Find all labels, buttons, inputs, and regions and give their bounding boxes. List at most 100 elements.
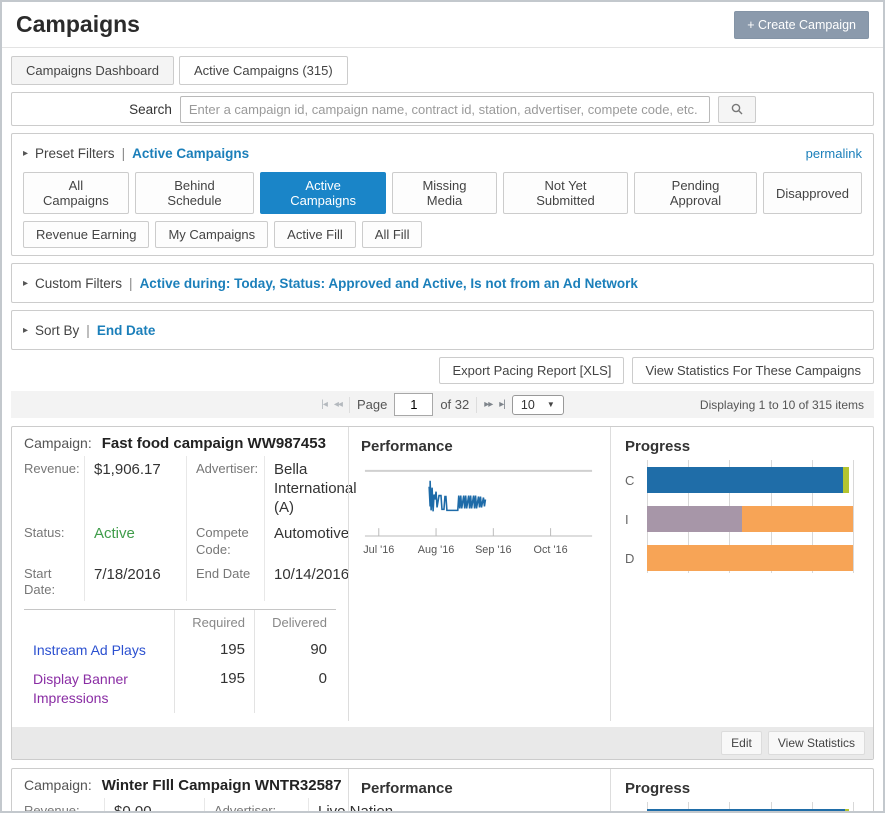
ad-type-link[interactable]: Instream Ad Plays <box>33 641 146 658</box>
previous-page-icon[interactable]: ◂◂ <box>333 399 343 410</box>
preset-filters-label: Preset Filters <box>35 145 115 161</box>
view-statistics-button[interactable]: View Statistics <box>767 731 865 756</box>
ad-type-link[interactable]: Display Banner Impressions <box>33 671 128 707</box>
tab-campaigns-dashboard[interactable]: Campaigns Dashboard <box>11 56 174 85</box>
view-statistics-for-campaigns-button[interactable]: View Statistics For These Campaigns <box>632 357 874 384</box>
preset-filter-row-1: All Campaigns Behind Schedule Active Cam… <box>12 172 873 221</box>
chevron-down-icon: ▼ <box>546 400 555 409</box>
page-size-select[interactable]: 10 ▼ <box>511 394 564 415</box>
create-campaign-button[interactable]: + Create Campaign <box>734 10 869 39</box>
advertiser-label: Advertiser: <box>186 456 264 521</box>
status-value: Active <box>84 520 186 561</box>
filter-all-campaigns[interactable]: All Campaigns <box>23 172 129 214</box>
bar-segment <box>647 506 742 532</box>
search-input[interactable] <box>179 95 710 123</box>
bulk-actions-row: Export Pacing Report [XLS] View Statisti… <box>11 357 874 384</box>
next-page-icon[interactable]: ▸▸ <box>484 399 493 410</box>
card-footer: Edit View Statistics <box>12 727 873 760</box>
campaign-label: Campaign: <box>24 435 92 451</box>
campaign-card: Campaign: Winter FIll Campaign WNTR32587… <box>11 768 874 813</box>
page-label: Page <box>356 397 388 412</box>
bar-segment <box>842 467 849 493</box>
filter-pending-approval[interactable]: Pending Approval <box>634 172 757 214</box>
revenue-value: $0.00 <box>104 798 204 811</box>
revenue-value: $1,906.17 <box>84 456 186 521</box>
campaign-card: Campaign: Fast food campaign WW987453 Re… <box>11 426 874 761</box>
export-pacing-report-button[interactable]: Export Pacing Report [XLS] <box>439 357 625 384</box>
filter-revenue-earning[interactable]: Revenue Earning <box>23 221 150 248</box>
bar-segment <box>647 809 845 811</box>
pagination-bar: |◂ ◂◂ Page of 32 ▸▸ ▸| 10 ▼ Displaying 1… <box>11 391 874 418</box>
magnifier-icon <box>731 103 743 115</box>
custom-filters-value[interactable]: Active during: Today, Status: Approved a… <box>139 275 638 291</box>
page-number-input[interactable] <box>394 393 434 416</box>
bar-segment <box>741 506 853 532</box>
performance-title: Performance <box>361 438 453 455</box>
campaign-details-panel: Campaign: Fast food campaign WW987453 Re… <box>12 427 357 721</box>
last-page-icon[interactable]: ▸| <box>499 399 506 410</box>
separator: | <box>86 322 90 338</box>
filter-all-fill[interactable]: All Fill <box>361 221 423 248</box>
bar-label: D <box>625 550 635 566</box>
preset-filter-row-2: Revenue Earning My Campaigns Active Fill… <box>12 221 873 255</box>
page-of-total: of 32 <box>440 397 470 412</box>
filter-not-yet-submitted[interactable]: Not Yet Submitted <box>503 172 629 214</box>
filter-active-campaigns[interactable]: Active Campaigns <box>260 172 386 214</box>
divider <box>476 396 478 413</box>
progress-chart: C I D <box>625 460 857 573</box>
svg-text:Oct '16: Oct '16 <box>534 544 568 556</box>
advertiser-label: Advertiser: <box>204 798 308 811</box>
progress-bar-row: C <box>625 467 857 493</box>
advertiser-value: Live Nation (A) <box>308 798 402 811</box>
end-date-label: End Date <box>186 560 264 602</box>
compete-code-value: Automotive <box>264 520 366 561</box>
progress-panel: Progress C I <box>610 427 873 722</box>
filter-disapproved[interactable]: Disapproved <box>763 172 862 214</box>
filter-behind-schedule[interactable]: Behind Schedule <box>134 172 255 214</box>
first-page-icon[interactable]: |◂ <box>321 399 328 410</box>
revenue-label: Revenue: <box>24 461 80 476</box>
tab-active-campaigns[interactable]: Active Campaigns (315) <box>178 56 348 85</box>
page-title: Campaigns <box>16 11 140 37</box>
permalink-link[interactable]: permalink <box>805 145 862 161</box>
status-label: Status: <box>24 525 65 541</box>
bar-label: I <box>625 511 629 527</box>
disclosure-triangle-icon[interactable]: ▸ <box>23 147 29 159</box>
campaign-name: Fast food campaign WW987453 <box>101 435 326 452</box>
preset-filters-selected[interactable]: Active Campaigns <box>132 145 250 161</box>
displaying-count: Displaying 1 to 10 of 315 items <box>699 397 864 412</box>
delivered-header: Delivered <box>254 610 336 636</box>
gridlines <box>647 802 854 811</box>
page-size-value: 10 <box>520 397 535 412</box>
tab-bar: Campaigns Dashboard Active Campaigns (31… <box>2 48 883 85</box>
filter-missing-media[interactable]: Missing Media <box>391 172 498 214</box>
campaign-label: Campaign: <box>24 777 92 794</box>
delivery-table: Required Delivered Instream Ad Plays 195… <box>24 609 336 714</box>
search-label: Search <box>129 101 172 117</box>
filter-my-campaigns[interactable]: My Campaigns <box>155 221 269 248</box>
edit-button[interactable]: Edit <box>721 731 762 756</box>
sort-by-value[interactable]: End Date <box>96 322 156 338</box>
divider <box>348 396 350 413</box>
revenue-label: Revenue: <box>24 803 80 813</box>
progress-bar-row: C <box>647 809 857 811</box>
svg-text:Aug '16: Aug '16 <box>418 544 455 556</box>
svg-text:Sep '16: Sep '16 <box>475 544 512 556</box>
start-date-value: 7/18/2016 <box>84 560 186 602</box>
delivered-value: 90 <box>254 635 336 666</box>
bar-segment <box>647 467 843 493</box>
disclosure-triangle-icon[interactable]: ▸ <box>23 277 29 289</box>
filter-active-fill[interactable]: Active Fill <box>274 221 356 248</box>
required-value: 195 <box>174 665 254 714</box>
progress-chart: C I <box>625 802 857 811</box>
campaign-fields: Revenue: $1,906.17 Advertiser: Bella Int… <box>24 456 357 602</box>
disclosure-triangle-icon[interactable]: ▸ <box>23 324 29 336</box>
bar-segment <box>844 809 849 811</box>
progress-bar-row: I <box>625 506 857 532</box>
search-section: Search <box>11 92 874 126</box>
campaign-details-panel: Campaign: Winter FIll Campaign WNTR32587… <box>12 769 393 813</box>
search-button[interactable] <box>717 95 756 123</box>
progress-panel: Progress C I <box>610 769 873 811</box>
